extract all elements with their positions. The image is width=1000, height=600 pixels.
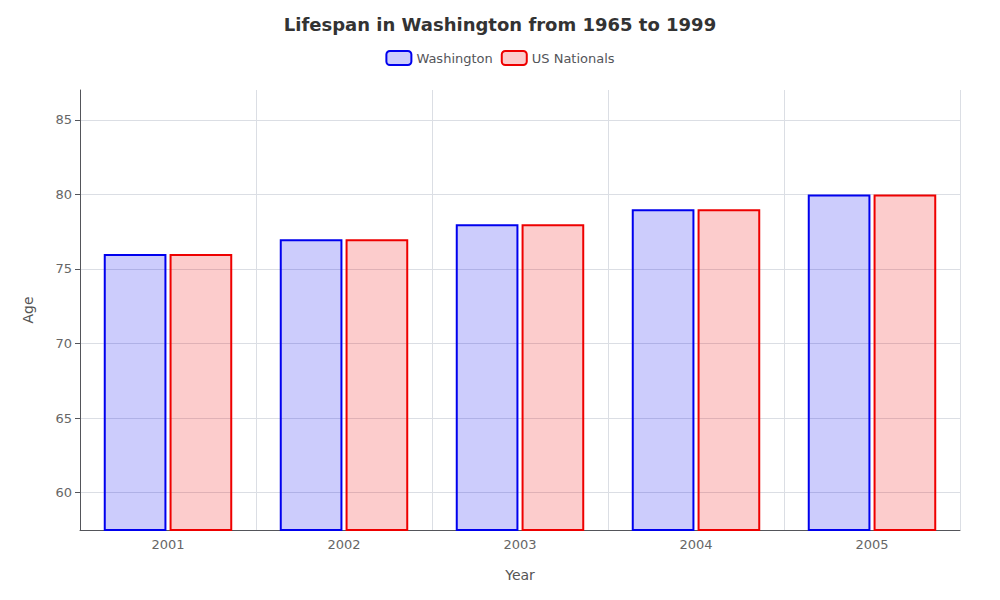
svg-text:2002: 2002 [327,537,360,552]
svg-text:US Nationals: US Nationals [532,51,615,66]
svg-text:65: 65 [55,411,72,426]
svg-text:80: 80 [55,187,72,202]
svg-text:2003: 2003 [503,537,536,552]
svg-text:2004: 2004 [679,537,712,552]
svg-text:Age: Age [20,296,36,323]
svg-text:Washington: Washington [416,51,492,66]
svg-text:70: 70 [55,336,72,351]
svg-text:2005: 2005 [855,537,888,552]
svg-text:Lifespan in Washington from 19: Lifespan in Washington from 1965 to 1999 [284,14,716,35]
svg-text:85: 85 [55,112,72,127]
svg-text:60: 60 [55,485,72,500]
svg-text:75: 75 [55,261,72,276]
svg-text:Year: Year [504,567,535,583]
svg-text:2001: 2001 [151,537,184,552]
